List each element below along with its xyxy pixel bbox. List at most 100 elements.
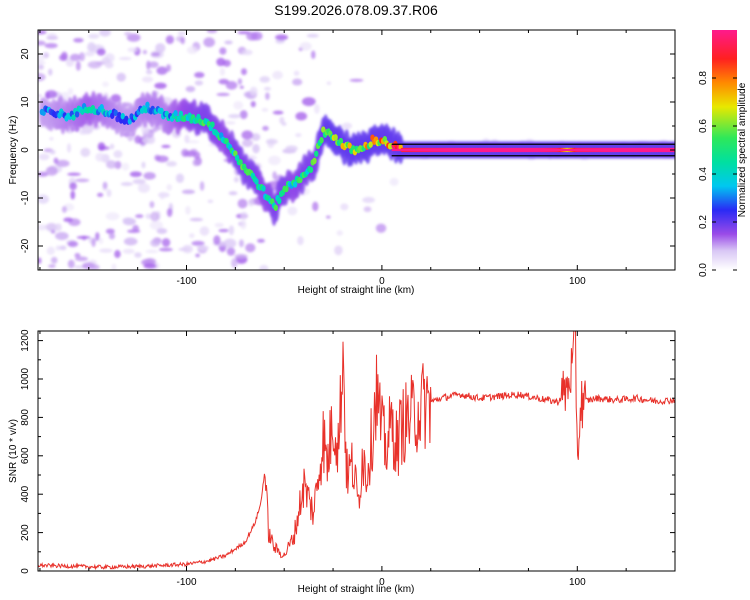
noise-blob bbox=[248, 198, 254, 207]
noise-blob bbox=[149, 201, 155, 209]
noise-blob bbox=[38, 72, 46, 82]
noise-blob bbox=[84, 51, 95, 57]
noise-blob bbox=[156, 228, 168, 234]
ridge-segment bbox=[74, 111, 80, 118]
noise-blob bbox=[312, 201, 319, 212]
noise-blob bbox=[132, 224, 140, 232]
ridge-segment bbox=[292, 181, 298, 188]
noise-blob bbox=[96, 48, 106, 56]
noise-blob bbox=[175, 173, 185, 184]
spectrogram-y-ticks: -20 -10 0 10 20 bbox=[20, 29, 675, 271]
x-tick-label: 0 bbox=[379, 276, 385, 287]
noise-blob bbox=[186, 46, 198, 55]
colorbar-tick-label: 0.6 bbox=[698, 119, 709, 133]
noise-blob bbox=[156, 66, 168, 75]
noise-blob bbox=[38, 60, 46, 65]
noise-blob bbox=[237, 78, 243, 85]
noise-blob bbox=[67, 87, 74, 96]
noise-blob bbox=[142, 49, 148, 55]
noise-blob bbox=[241, 49, 253, 56]
ridge-segment bbox=[261, 185, 266, 192]
y-tick-label: 20 bbox=[20, 48, 31, 60]
noise-blob bbox=[314, 103, 320, 114]
noise-blob bbox=[241, 130, 254, 140]
noise-blob bbox=[233, 176, 239, 183]
noise-blob bbox=[118, 57, 132, 61]
noise-blob bbox=[233, 100, 244, 110]
noise-blob bbox=[50, 230, 56, 234]
snr-panel: -100 0 100 0 200 400 600 800 1000 1200 Height of… bbox=[8, 329, 676, 595]
y-tick-label: 0 bbox=[20, 147, 31, 153]
y-tick-label: 800 bbox=[20, 409, 31, 426]
noise-blob bbox=[239, 85, 244, 89]
ridge-segment bbox=[113, 109, 118, 117]
noise-blob bbox=[155, 43, 166, 53]
ridge-segment bbox=[238, 159, 243, 166]
noise-blob bbox=[69, 182, 77, 191]
noise-blob bbox=[38, 224, 47, 231]
noise-blob bbox=[326, 215, 331, 219]
noise-blob bbox=[268, 155, 281, 166]
noise-blob bbox=[143, 172, 156, 180]
noise-blob bbox=[98, 237, 104, 244]
ridge-segment bbox=[314, 150, 319, 157]
noise-blob bbox=[295, 133, 302, 138]
noise-blob bbox=[326, 81, 332, 85]
spectrogram-x-ticks: -100 0 100 bbox=[39, 30, 676, 287]
colorbar-gradient bbox=[712, 30, 737, 270]
noise-blob bbox=[222, 59, 231, 67]
colorbar-tick-label: 0.0 bbox=[698, 263, 709, 277]
noise-blob bbox=[38, 194, 49, 204]
noise-blob bbox=[194, 80, 204, 86]
ridge-segment bbox=[71, 114, 76, 121]
noise-blob bbox=[299, 42, 312, 51]
noise-blob bbox=[228, 225, 235, 236]
noise-blob bbox=[141, 76, 154, 83]
noise-blob bbox=[99, 248, 113, 253]
noise-blob bbox=[155, 155, 169, 163]
ridge-segment bbox=[254, 178, 259, 185]
noise-blob bbox=[272, 110, 284, 115]
noise-blob bbox=[224, 40, 233, 45]
noise-blob bbox=[252, 144, 260, 154]
noise-blob bbox=[285, 145, 298, 152]
noise-blob bbox=[206, 30, 218, 34]
noise-blob bbox=[161, 238, 171, 247]
noise-blob bbox=[137, 183, 150, 193]
noise-blob bbox=[127, 47, 138, 53]
noise-blob bbox=[272, 171, 277, 180]
noise-blob bbox=[48, 264, 56, 268]
noise-blob bbox=[95, 232, 100, 241]
noise-blob bbox=[101, 57, 111, 64]
colorbar-tick-label: 0.8 bbox=[698, 71, 709, 85]
noise-blob bbox=[165, 35, 174, 44]
noise-blob bbox=[180, 36, 185, 45]
noise-blob bbox=[122, 248, 135, 254]
noise-blob bbox=[193, 151, 201, 160]
noise-blob bbox=[38, 257, 42, 264]
noise-blob bbox=[223, 238, 237, 249]
noise-blob bbox=[166, 64, 171, 72]
noise-blob bbox=[108, 232, 116, 240]
ridge-segment bbox=[210, 121, 215, 128]
noise-blob bbox=[213, 235, 221, 246]
noise-blob bbox=[214, 222, 224, 228]
noise-blob bbox=[80, 147, 91, 157]
noise-blob bbox=[129, 171, 142, 178]
noise-blob bbox=[241, 68, 247, 76]
noise-blob bbox=[38, 153, 50, 161]
noise-blob bbox=[67, 259, 75, 269]
noise-blob bbox=[259, 264, 269, 270]
x-tick-label: -100 bbox=[176, 577, 196, 588]
noise-blob bbox=[249, 86, 258, 97]
y-tick-label: 1200 bbox=[20, 329, 31, 352]
noise-blob bbox=[38, 171, 49, 177]
ridge-segment bbox=[319, 136, 324, 144]
noise-blob bbox=[44, 223, 59, 230]
noise-blob bbox=[111, 263, 117, 270]
noise-blob bbox=[240, 219, 247, 230]
noise-blob bbox=[45, 90, 58, 99]
noise-blob bbox=[123, 237, 138, 246]
y-tick-label: 10 bbox=[20, 96, 31, 108]
